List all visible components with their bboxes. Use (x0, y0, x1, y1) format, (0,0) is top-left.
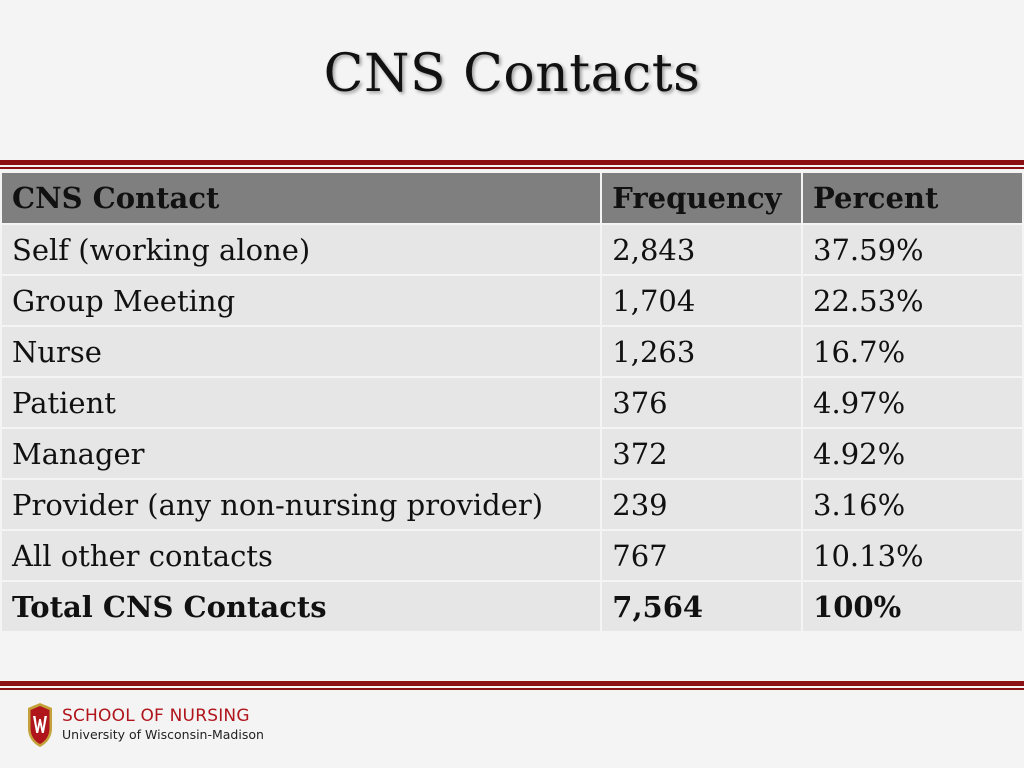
table-row: All other contacts 767 10.13% (0, 529, 1024, 582)
school-of-nursing-logo: SCHOOL OF NURSING University of Wisconsi… (24, 698, 264, 752)
frequency-cell: 767 (600, 529, 804, 582)
contact-cell: Manager (0, 427, 603, 480)
logo-school-name: SCHOOL OF NURSING (62, 706, 250, 726)
table-row: Nurse 1,263 16.7% (0, 325, 1024, 378)
frequency-cell: 2,843 (600, 223, 804, 276)
frequency-cell: 372 (600, 427, 804, 480)
header-percent: Percent (801, 171, 1024, 225)
frequency-cell: 239 (600, 478, 804, 531)
total-label-cell: Total CNS Contacts (0, 580, 603, 633)
contacts-table: CNS Contact Frequency Percent Self (work… (0, 171, 1024, 633)
frequency-cell: 1,704 (600, 274, 804, 327)
percent-cell: 22.53% (801, 274, 1024, 327)
percent-cell: 16.7% (801, 325, 1024, 378)
uw-crest-icon (28, 703, 52, 747)
table-total-row: Total CNS Contacts 7,564 100% (0, 580, 1024, 633)
contact-cell: Provider (any non-nursing provider) (0, 478, 603, 531)
frequency-cell: 1,263 (600, 325, 804, 378)
table-row: Provider (any non-nursing provider) 239 … (0, 478, 1024, 531)
table-row: Self (working alone) 2,843 37.59% (0, 223, 1024, 276)
bottom-divider (0, 681, 1024, 690)
percent-cell: 10.13% (801, 529, 1024, 582)
contact-cell: All other contacts (0, 529, 603, 582)
contact-cell: Patient (0, 376, 603, 429)
logo-university-name: University of Wisconsin-Madison (62, 727, 264, 742)
total-percent-cell: 100% (801, 580, 1024, 633)
percent-cell: 3.16% (801, 478, 1024, 531)
percent-cell: 4.92% (801, 427, 1024, 480)
contact-cell: Nurse (0, 325, 603, 378)
table-row: Patient 376 4.97% (0, 376, 1024, 429)
table-row: Manager 372 4.92% (0, 427, 1024, 480)
percent-cell: 4.97% (801, 376, 1024, 429)
table-header-row: CNS Contact Frequency Percent (0, 171, 1024, 225)
slide-title: CNS Contacts (323, 44, 701, 104)
contact-cell: Self (working alone) (0, 223, 603, 276)
header-frequency: Frequency (600, 171, 804, 225)
header-cns-contact: CNS Contact (0, 171, 603, 225)
contact-cell: Group Meeting (0, 274, 603, 327)
top-divider (0, 160, 1024, 169)
total-frequency-cell: 7,564 (600, 580, 804, 633)
percent-cell: 37.59% (801, 223, 1024, 276)
frequency-cell: 376 (600, 376, 804, 429)
table-row: Group Meeting 1,704 22.53% (0, 274, 1024, 327)
